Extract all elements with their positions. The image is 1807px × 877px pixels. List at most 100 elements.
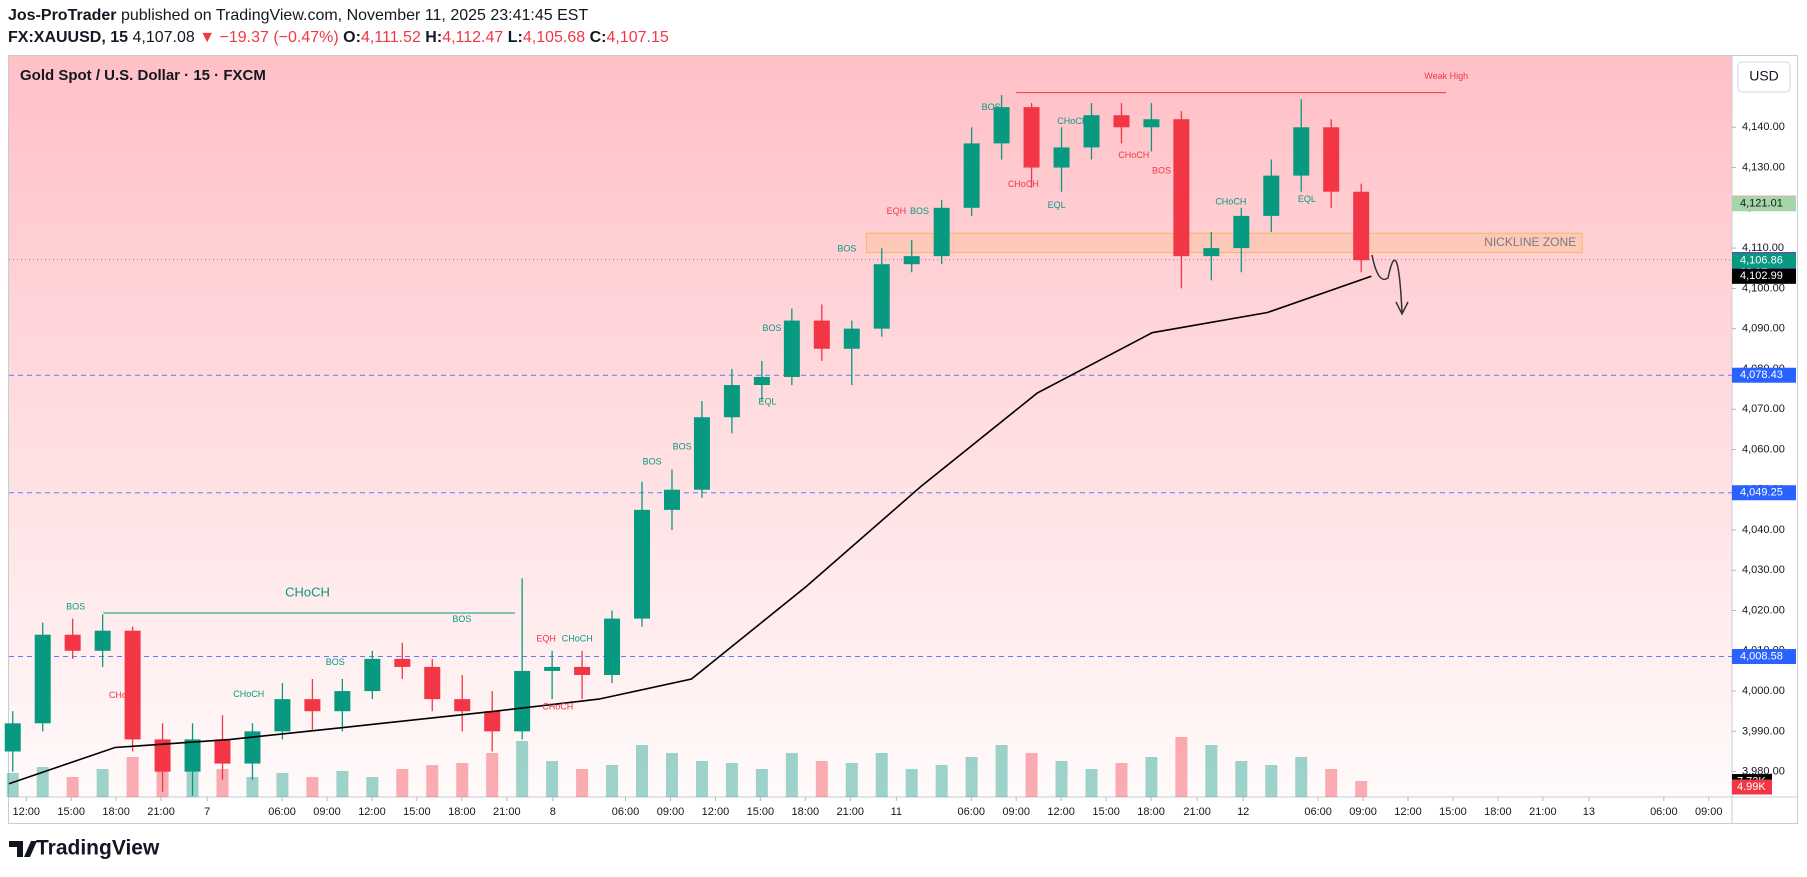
volume-bar: [606, 765, 619, 797]
currency-button[interactable]: [1737, 61, 1791, 93]
annotation: EQH: [536, 634, 556, 644]
candle-body: [1263, 175, 1280, 216]
projection-arrow: [1371, 254, 1409, 316]
volume-bar: [725, 763, 738, 797]
volume-bar: [66, 777, 79, 797]
price-badge: [1732, 196, 1796, 212]
candle-body: [1293, 127, 1310, 176]
volume-bar: [665, 753, 678, 797]
candle-body: [64, 634, 81, 651]
candle-body: [963, 143, 980, 208]
volume-bar: [1235, 761, 1248, 797]
x-tick-label: 21:00: [147, 806, 175, 818]
symbol: FX:XAUUSD, 15: [8, 29, 128, 46]
volume-bar: [366, 777, 379, 797]
volume-bar: [126, 757, 139, 797]
chart-title: Gold Spot / U.S. Dollar · 15 · FXCM: [20, 67, 266, 84]
annotation: CHoCH: [233, 689, 264, 699]
volume-bar: [276, 773, 289, 797]
y-tick-label: 4,060.00: [1742, 443, 1785, 455]
x-tick-label: 12: [1237, 806, 1249, 818]
candle-body: [4, 723, 21, 752]
candle-body: [604, 618, 621, 675]
price-badge: [1732, 649, 1796, 665]
volume-bar: [336, 771, 349, 797]
volume-bar: [965, 757, 978, 797]
candle-body: [244, 731, 261, 764]
x-tick-label: 09:00: [657, 806, 685, 818]
h-label: H:: [425, 29, 442, 46]
volume-bar: [1265, 765, 1278, 797]
candle-body: [154, 739, 171, 772]
candle-body: [184, 739, 201, 772]
x-tick-label: 12:00: [702, 806, 730, 818]
volume-bar: [636, 745, 649, 797]
volume-bar: [1025, 753, 1038, 797]
annotation: CHoCH: [1215, 197, 1246, 207]
x-tick-label: 15:00: [403, 806, 431, 818]
l-label: L:: [508, 29, 523, 46]
candle-body: [813, 320, 830, 349]
last: 4,107.08: [132, 29, 194, 46]
volume-bar: [1295, 757, 1308, 797]
volume-bar: [576, 769, 589, 797]
volume-badge: [1732, 779, 1772, 795]
annotation: CHoCH: [562, 634, 593, 644]
x-tick-label: 21:00: [837, 806, 865, 818]
volume-bar: [36, 767, 49, 797]
price-badge-label: 4,106.86: [1740, 255, 1783, 267]
volume-bar: [875, 753, 888, 797]
candle-body: [1053, 147, 1070, 168]
annotation: BOS: [643, 456, 662, 466]
candle-body: [364, 658, 381, 692]
candle-body: [484, 711, 501, 732]
logo: TradingView: [36, 837, 160, 860]
price-badge: [1732, 367, 1796, 383]
candle-body: [1143, 119, 1160, 128]
x-tick-label: 06:00: [1650, 806, 1678, 818]
candle-body: [1113, 115, 1130, 128]
volume-bar: [905, 769, 918, 797]
volume-bar: [845, 763, 858, 797]
candle-body: [514, 670, 531, 732]
x-tick-label: 18:00: [792, 806, 820, 818]
annotation: BOS: [762, 323, 781, 333]
price-badge-label: 4,049.25: [1740, 487, 1783, 499]
volume-bar: [695, 761, 708, 797]
volume-bar: [486, 753, 499, 797]
x-tick-label: 12:00: [1394, 806, 1422, 818]
published: published on TradingView.com, November 1…: [121, 7, 588, 24]
candle-body: [124, 630, 141, 740]
annotation: Weak High: [1424, 71, 1468, 81]
volume-bar: [6, 773, 19, 797]
plot: NICKLINE ZONE CHoCH BOS CHoCH CHoCH BOS BOS EQH…: [4, 71, 1732, 797]
c-label: C:: [590, 29, 607, 46]
annotation: BOS: [982, 102, 1001, 112]
price-badge-label: 4,121.01: [1740, 198, 1783, 210]
x-tick-label: 18:00: [448, 806, 476, 818]
x-tick-label: 06:00: [957, 806, 985, 818]
volume-bar: [1355, 781, 1368, 797]
x-tick-label: 09:00: [1695, 806, 1723, 818]
x-tick-label: 09:00: [313, 806, 341, 818]
price-badge: [1732, 485, 1796, 501]
l: 4,105.68: [523, 29, 585, 46]
annotation: BOS: [452, 614, 471, 624]
x-tick-label: 18:00: [1137, 806, 1165, 818]
volume-bar: [1115, 763, 1128, 797]
volume-bar: [306, 777, 319, 797]
x-tick-label: 21:00: [493, 806, 521, 818]
zone-label: NICKLINE ZONE: [1484, 235, 1576, 249]
volume-bar: [1145, 757, 1158, 797]
price-badge: [1732, 253, 1796, 269]
candle-body: [753, 376, 770, 386]
x-tick-label: 11: [891, 806, 902, 818]
x-tick-label: 06:00: [268, 806, 296, 818]
candle-body: [843, 328, 860, 349]
candle-body: [424, 666, 441, 700]
volume-bar: [1085, 769, 1098, 797]
annotation: CHoCH: [1118, 150, 1149, 160]
logo-mark: [9, 841, 37, 857]
annotation: EQL: [758, 397, 776, 407]
